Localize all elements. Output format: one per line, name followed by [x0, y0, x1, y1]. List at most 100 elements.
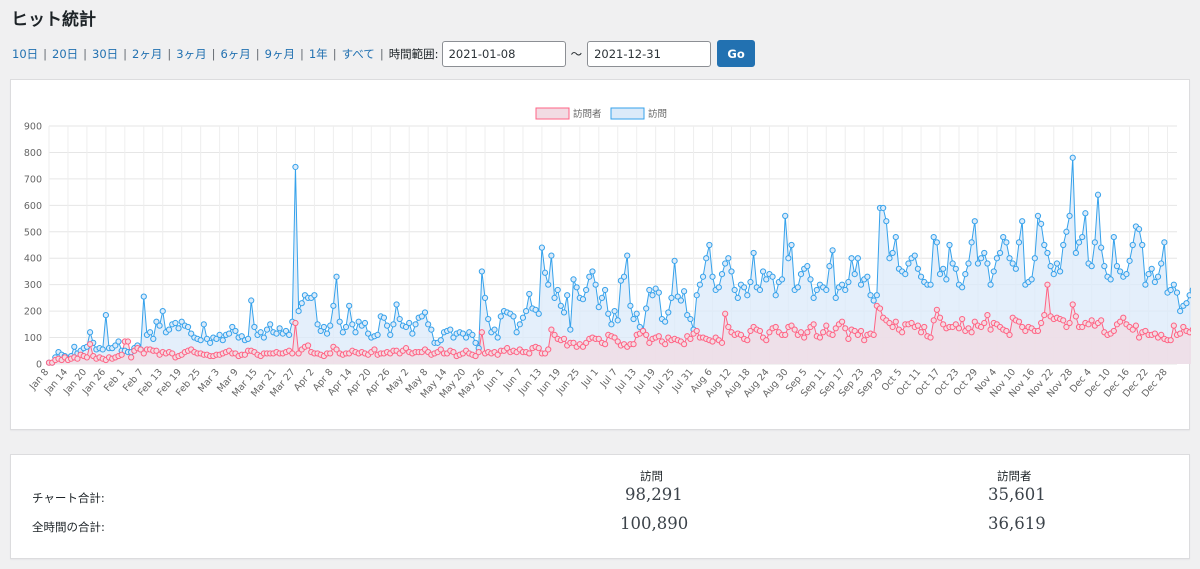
data-point-visitors — [1170, 322, 1177, 329]
data-point-visits — [933, 239, 940, 246]
data-point-visitors — [611, 334, 618, 341]
data-point-visitors — [551, 331, 558, 339]
data-point-visits — [393, 301, 400, 308]
separator: | — [299, 46, 304, 61]
data-point-visits — [857, 281, 865, 288]
data-point-visits — [962, 270, 969, 278]
data-point-visitors — [908, 319, 915, 327]
data-point-visits — [314, 321, 321, 328]
data-point-visitors — [595, 335, 602, 342]
data-point-visitors — [940, 321, 947, 328]
data-point-visits — [112, 342, 119, 349]
data-point-visits — [175, 325, 182, 332]
data-point-visits — [1044, 249, 1051, 257]
data-point-visitors — [1072, 313, 1079, 320]
data-point-visitors — [83, 354, 91, 361]
data-point-visitors — [709, 338, 716, 345]
data-point-visits — [633, 310, 640, 317]
data-point-visitors — [504, 345, 511, 352]
data-point-visits — [459, 330, 467, 337]
legend[interactable]: 訪問者 訪問 — [535, 107, 667, 120]
data-point-visits — [387, 331, 394, 339]
data-point-visits — [598, 294, 606, 301]
data-point-visitors — [914, 322, 922, 329]
data-point-visits — [516, 321, 523, 328]
legend-swatch-visits[interactable] — [610, 107, 645, 120]
data-point-visits — [1041, 241, 1048, 249]
go-button[interactable]: Go — [717, 40, 756, 67]
range-link-1y[interactable]: 1年 — [308, 46, 328, 61]
range-link-2m[interactable]: 2ヶ月 — [132, 46, 163, 61]
data-point-visitors — [1022, 327, 1029, 335]
data-point-visits — [184, 323, 192, 331]
data-point-visits — [1186, 292, 1191, 299]
data-point-visits — [573, 284, 580, 291]
data-point-visits — [1183, 300, 1190, 307]
data-point-visits — [263, 326, 271, 333]
data-point-visitors — [450, 349, 457, 356]
data-point-visits — [649, 292, 656, 299]
data-point-visits — [1139, 241, 1146, 249]
data-point-visits — [1167, 286, 1174, 294]
data-point-visitors — [602, 341, 609, 348]
data-point-visitors — [936, 314, 944, 321]
data-point-visitors — [1177, 330, 1184, 337]
separator: | — [255, 46, 260, 61]
data-point-visits — [1151, 278, 1158, 286]
data-point-visits — [219, 337, 226, 344]
date-from-input[interactable] — [441, 40, 566, 67]
range-link-9m[interactable]: 9ヶ月 — [264, 46, 295, 61]
data-point-visits — [965, 260, 972, 267]
legend-swatch-visitors[interactable] — [535, 107, 570, 120]
data-point-visitors — [289, 350, 296, 357]
data-point-visits — [437, 337, 444, 344]
series-area-visitors — [49, 284, 1191, 364]
legend-label-visits[interactable]: 訪問 — [648, 108, 667, 120]
data-point-visitors — [756, 327, 764, 335]
data-point-visits — [592, 281, 599, 288]
data-point-visits — [1015, 239, 1023, 246]
data-point-visits — [750, 249, 757, 257]
range-link-30d[interactable]: 30日 — [92, 46, 119, 61]
data-point-visitors — [545, 346, 552, 353]
data-point-visitors — [820, 329, 827, 336]
data-point-visitors — [655, 333, 662, 340]
data-point-visits — [355, 318, 362, 325]
data-point-visitors — [1088, 317, 1095, 324]
range-link-all[interactable]: すべて — [341, 46, 375, 61]
range-link-3m[interactable]: 3ヶ月 — [176, 46, 207, 61]
legend-label-visitors[interactable]: 訪問者 — [573, 108, 602, 120]
data-point-visitors — [475, 349, 482, 356]
data-point-visitors — [1120, 314, 1127, 321]
data-point-visits — [216, 331, 223, 339]
data-point-visits — [102, 311, 109, 319]
data-point-visits — [267, 321, 274, 328]
data-point-visits — [1082, 210, 1089, 217]
x-tick-label: Jun 1 — [482, 367, 506, 393]
data-point-visits — [946, 241, 953, 249]
data-point-visits — [1170, 281, 1177, 288]
data-point-visits — [759, 268, 767, 275]
data-point-visitors — [892, 318, 899, 325]
y-tick-label: 700 — [24, 174, 42, 185]
data-point-visitors — [876, 305, 884, 312]
data-point-visits — [1101, 263, 1108, 270]
data-point-visits — [949, 260, 956, 267]
data-point-visits — [1161, 239, 1168, 246]
date-to-input[interactable] — [587, 40, 712, 67]
data-point-visitors — [541, 350, 549, 357]
data-point-visits — [1063, 228, 1070, 235]
data-point-visitors — [971, 318, 978, 325]
data-point-visits — [548, 252, 555, 259]
range-link-20d[interactable]: 20日 — [52, 46, 79, 61]
range-link-10d[interactable]: 10日 — [12, 46, 39, 61]
data-point-visitors — [782, 331, 789, 339]
data-point-visits — [541, 269, 549, 276]
data-point-visits — [538, 244, 546, 251]
range-link-6m[interactable]: 6ヶ月 — [220, 46, 251, 61]
data-point-visitors — [744, 337, 751, 344]
data-point-visits — [873, 292, 880, 299]
data-point-visits — [295, 308, 302, 315]
data-point-visits — [927, 281, 934, 288]
data-point-visitors — [478, 329, 485, 336]
